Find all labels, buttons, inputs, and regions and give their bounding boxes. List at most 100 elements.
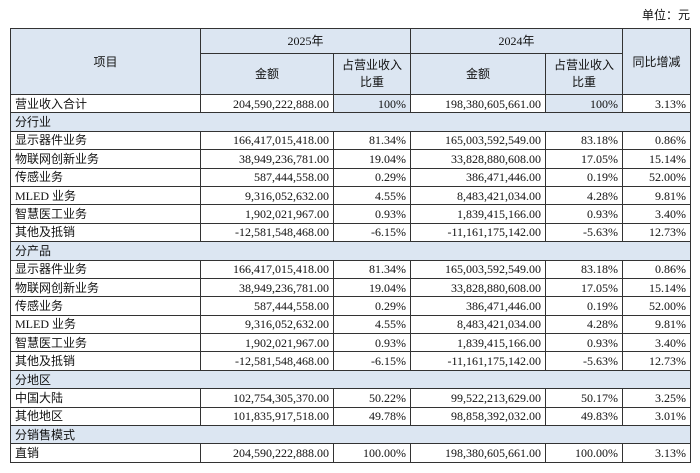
data-row: 显示器件业务 166,417,015,418.00 81.34% 165,003,59… [10, 130, 692, 151]
value-cell: 0.93% [545, 333, 624, 353]
data-row: 其他及抵销 -12,581,548,468.00 -6.15% -11,161,175… [10, 222, 692, 243]
value-cell: 19.04% [332, 149, 412, 169]
value-cell: 204,590,222,888.00 [200, 443, 334, 463]
section-cell: 分地区 [9, 369, 692, 390]
value-cell: 198,380,605,661.00 [410, 93, 547, 114]
header-cell: 占营业收入比重 [545, 53, 624, 95]
value-cell: 17.05% [545, 149, 624, 169]
data-row: MLED 业务 9,316,052,632.00 4.55% 8,483,421,03… [10, 314, 692, 335]
section-row: 分行业 [9, 112, 692, 132]
value-cell: 0.86% [622, 259, 692, 279]
value-cell: 1,839,415,166.00 [410, 204, 547, 224]
value-cell: 38,949,236,781.00 [200, 149, 334, 169]
section-cell: 分产品 [9, 241, 692, 261]
header-cell: 金额 [410, 53, 547, 95]
value-cell: 38,949,236,781.00 [200, 277, 334, 298]
item-cell: 显示器件业务 [10, 259, 201, 279]
value-cell: 1,902,021,967.00 [200, 204, 334, 224]
value-cell: 12.73% [622, 222, 692, 243]
value-cell: 8,483,421,034.00 [410, 314, 547, 335]
data-row: 智慧医工业务 1,902,021,967.00 0.93% 1,839,415,166… [10, 333, 692, 353]
data-row: 其他地区 101,835,917,518.00 49.78% 98,858,392,0… [10, 406, 692, 427]
value-cell: 0.93% [332, 333, 412, 353]
value-cell: 3.13% [622, 443, 692, 463]
value-cell: 166,417,015,418.00 [200, 130, 334, 151]
item-cell: 中国大陆 [10, 388, 201, 408]
data-row: 其他及抵销 -12,581,548,468.00 -6.15% -11,161,175… [10, 351, 692, 371]
value-cell: 102,754,305,370.00 [200, 388, 334, 408]
unit-label: 单位：元 [641, 8, 690, 22]
data-row: 物联网创新业务 38,949,236,781.00 19.04% 33,828,880… [10, 149, 692, 169]
value-cell: 4.28% [545, 314, 624, 335]
data-row: 传感业务 587,444,558.00 0.29% 386,471,446.00 0.1… [10, 167, 692, 187]
value-cell: 49.83% [545, 406, 624, 427]
value-cell: -11,161,175,142.00 [410, 222, 547, 243]
item-cell: 其他及抵销 [10, 351, 201, 371]
data-row: MLED 业务 9,316,052,632.00 4.55% 8,483,421,03… [10, 185, 692, 206]
header-cell: 同比增减 [622, 28, 692, 95]
value-cell: -12,581,548,468.00 [200, 351, 334, 371]
header-cell: 2025年 [199, 28, 412, 54]
data-row: 营业收入合计 204,590,222,888.00 100% 198,380,605,… [10, 93, 692, 114]
value-cell: 52.00% [622, 296, 692, 316]
value-cell: 99,522,213,629.00 [410, 388, 547, 408]
header-cell: 项目 [10, 28, 201, 95]
table-body: 营业收入合计 204,590,222,888.00 100% 198,380,605,… [9, 93, 692, 463]
value-cell: 8,483,421,034.00 [410, 185, 547, 206]
section-row: 分销售模式 [9, 425, 692, 445]
value-cell: 386,471,446.00 [410, 296, 547, 316]
value-cell: 15.14% [622, 277, 692, 298]
section-cell: 分销售模式 [9, 425, 692, 445]
data-row: 直销 204,590,222,888.00 100.00% 198,380,605,6… [10, 443, 692, 463]
value-cell: 165,003,592,549.00 [410, 259, 547, 279]
item-cell: 智慧医工业务 [10, 333, 201, 353]
value-cell: 33,828,880,608.00 [410, 149, 547, 169]
value-cell: 386,471,446.00 [410, 167, 547, 187]
item-cell: 传感业务 [10, 296, 201, 316]
section-row: 分产品 [9, 241, 692, 261]
value-cell: 50.17% [545, 388, 624, 408]
data-row: 物联网创新业务 38,949,236,781.00 19.04% 33,828,880… [10, 277, 692, 298]
item-cell: MLED 业务 [10, 314, 201, 335]
value-cell: 12.73% [622, 351, 692, 371]
value-cell: 0.19% [545, 167, 624, 187]
value-cell: 52.00% [622, 167, 692, 187]
item-cell: 其他地区 [10, 406, 201, 427]
data-row: 传感业务 587,444,558.00 0.29% 386,471,446.00 0.1… [10, 296, 692, 316]
value-cell: -6.15% [332, 351, 412, 371]
value-cell: -5.63% [545, 222, 624, 243]
value-cell: 0.29% [332, 167, 412, 187]
value-cell: 0.86% [622, 130, 692, 151]
value-cell: 587,444,558.00 [200, 167, 334, 187]
value-cell: 4.28% [545, 185, 624, 206]
item-cell: 直销 [10, 443, 201, 463]
value-cell: 204,590,222,888.00 [200, 93, 334, 114]
value-cell: 50.22% [332, 388, 412, 408]
value-cell: 49.78% [332, 406, 412, 427]
value-cell: 0.93% [545, 204, 624, 224]
value-cell: 4.55% [332, 314, 412, 335]
value-cell: 3.40% [622, 204, 692, 224]
value-cell: -12,581,548,468.00 [200, 222, 334, 243]
value-cell: 33,828,880,608.00 [410, 277, 547, 298]
value-cell: 198,380,605,661.00 [410, 443, 547, 463]
value-cell: 3.25% [622, 388, 692, 408]
value-cell: 3.13% [622, 93, 692, 114]
value-cell: -6.15% [332, 222, 412, 243]
value-cell: 81.34% [332, 259, 412, 279]
value-cell: 17.05% [545, 277, 624, 298]
header-cell: 2024年 [410, 28, 624, 54]
value-cell: 100.00% [545, 443, 624, 463]
value-cell: 165,003,592,549.00 [410, 130, 547, 151]
item-cell: 其他及抵销 [10, 222, 201, 243]
value-cell: 3.01% [622, 406, 692, 427]
value-cell: 587,444,558.00 [200, 296, 334, 316]
value-cell: 0.19% [545, 296, 624, 316]
value-cell: 100.00% [332, 443, 412, 463]
value-cell: 4.55% [332, 185, 412, 206]
value-cell: 83.18% [545, 259, 624, 279]
item-cell: 物联网创新业务 [10, 149, 201, 169]
value-cell: 0.29% [332, 296, 412, 316]
value-cell: 9.81% [622, 185, 692, 206]
